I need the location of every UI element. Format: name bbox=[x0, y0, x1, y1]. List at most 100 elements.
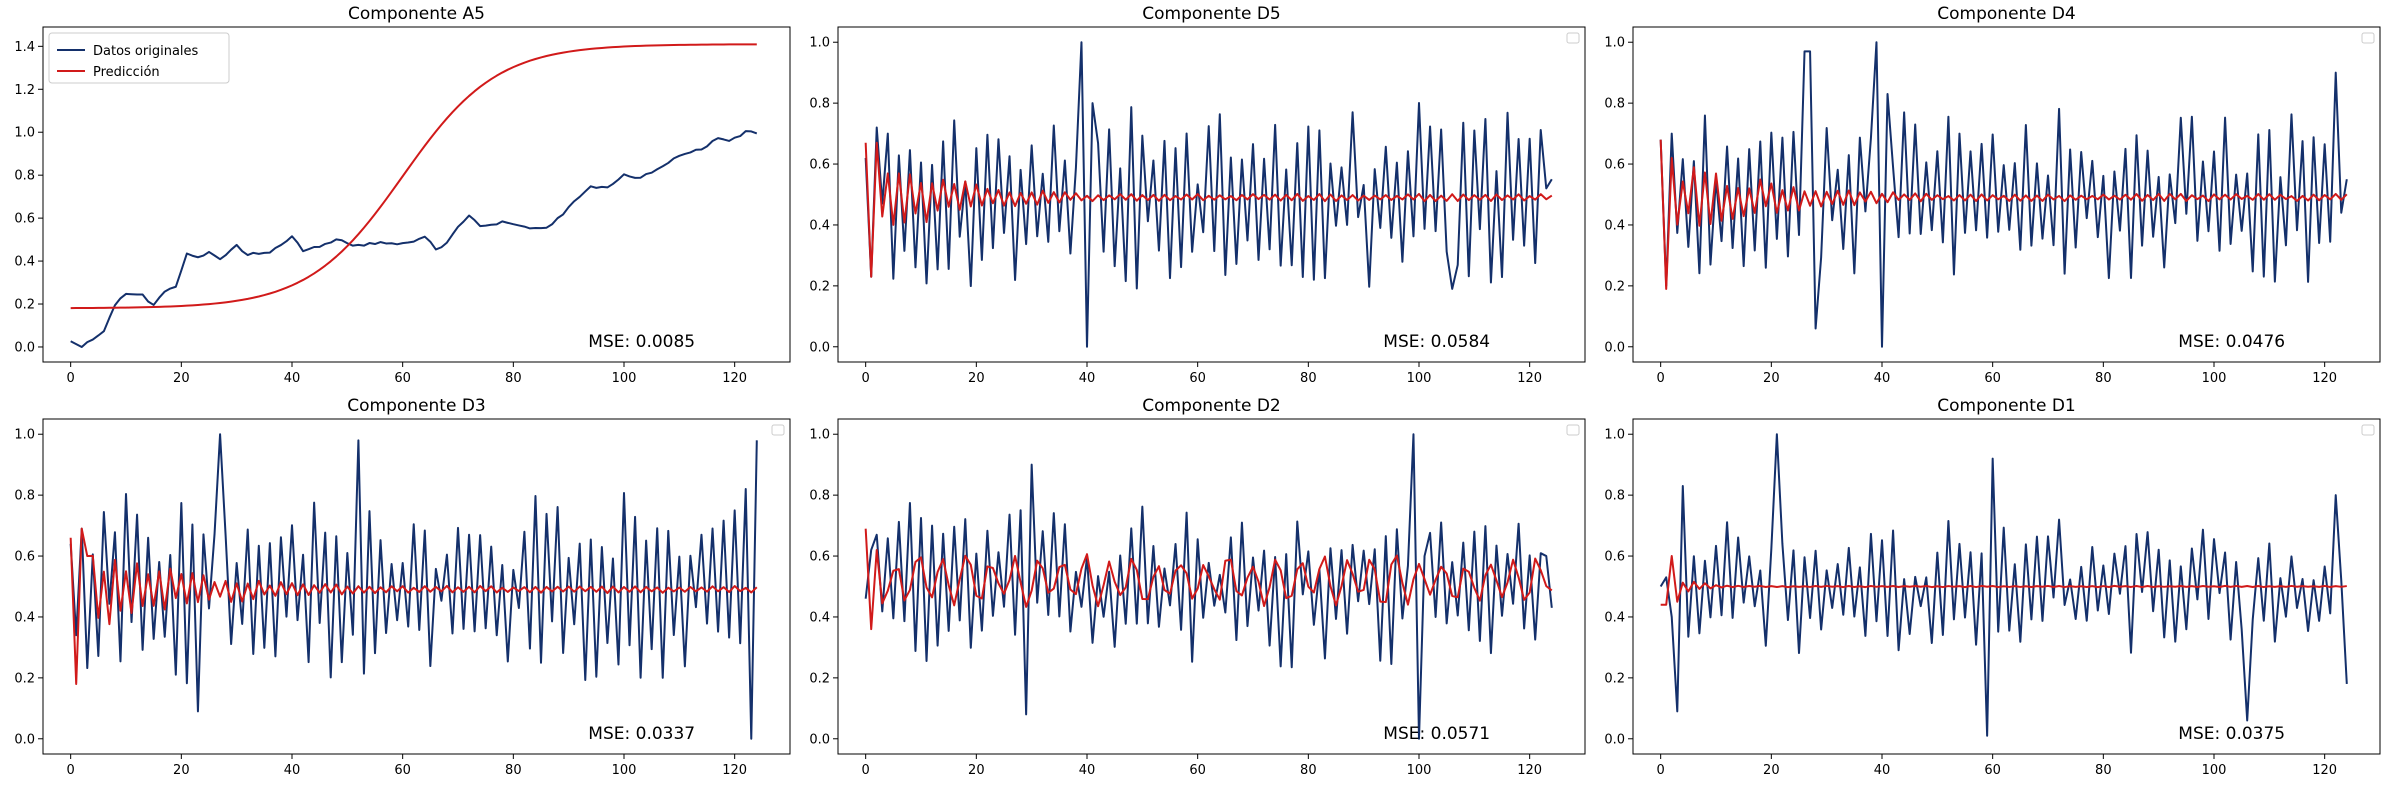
y-tick-label: 0.4 bbox=[14, 255, 35, 270]
legend-empty-box bbox=[1566, 32, 1580, 44]
legend-empty-box bbox=[771, 424, 785, 436]
legend-box bbox=[48, 32, 230, 84]
y-tick-label: 0.2 bbox=[1604, 279, 1625, 294]
series-line-prediction bbox=[864, 141, 1553, 278]
subplot-componente-d4: Componente D4 0 20 40 60 80 100 120 0.0 0.2 0.4 0.6… bbox=[1604, 4, 2381, 386]
axes-frame bbox=[1632, 418, 2381, 755]
y-tick-label: 0.8 bbox=[14, 169, 35, 184]
subplot-componente-d5: Componente D5 0 20 40 60 80 100 120 0.0 0.2 0.4 0.6… bbox=[809, 4, 1586, 386]
x-tick-label: 120 bbox=[722, 371, 747, 386]
x-tick-label: 120 bbox=[722, 763, 747, 778]
series-line-original bbox=[864, 41, 1553, 348]
x-tick-label: 20 bbox=[1763, 763, 1780, 778]
series-line-original bbox=[1659, 433, 2348, 737]
y-tick-label: 0.2 bbox=[1604, 671, 1625, 686]
x-tick-label: 120 bbox=[2312, 763, 2337, 778]
x-tick-label: 100 bbox=[612, 371, 637, 386]
y-tick-label: 1.0 bbox=[1604, 36, 1625, 51]
mse-annotation: MSE: 0.0085 bbox=[588, 332, 695, 352]
y-tick-label: 0.8 bbox=[1604, 97, 1625, 112]
subplot-componente-d3: Componente D3 0 20 40 60 80 100 120 0.0 0.2 0.4 0.6… bbox=[14, 396, 791, 778]
x-tick-label: 20 bbox=[173, 763, 190, 778]
y-tick-label: 1.0 bbox=[1604, 428, 1625, 443]
y-tick-label: 0.0 bbox=[809, 732, 830, 747]
subplot-componente-a5: Componente A5 0 20 40 60 80 100 120 0.0 0.2 0.4 0.6… bbox=[14, 4, 791, 386]
series-line-original bbox=[69, 433, 758, 740]
y-tick-label: 0.6 bbox=[809, 158, 830, 173]
x-tick-label: 60 bbox=[1984, 371, 2001, 386]
y-tick-label: 0.0 bbox=[14, 340, 35, 355]
x-tick-label: 40 bbox=[284, 371, 301, 386]
x-tick-label: 120 bbox=[2312, 371, 2337, 386]
x-tick-label: 120 bbox=[1517, 371, 1542, 386]
y-tick-label: 1.4 bbox=[14, 40, 35, 55]
mse-annotation: MSE: 0.0584 bbox=[1383, 332, 1490, 352]
legend-empty-box bbox=[2361, 32, 2375, 44]
x-tick-label: 20 bbox=[173, 371, 190, 386]
series-line-prediction bbox=[1660, 555, 2347, 606]
x-tick-label: 80 bbox=[1300, 371, 1317, 386]
y-tick-label: 0.4 bbox=[1604, 610, 1625, 625]
x-tick-label: 80 bbox=[505, 763, 522, 778]
x-tick-label: 80 bbox=[2095, 763, 2112, 778]
subplot-componente-d1: Componente D1 0 20 40 60 80 100 120 0.0 0.2 0.4 0.6… bbox=[1604, 396, 2381, 778]
y-tick-label: 0.6 bbox=[14, 212, 35, 227]
x-tick-label: 40 bbox=[1874, 763, 1891, 778]
y-tick-label: 0.0 bbox=[1604, 340, 1625, 355]
series-line-prediction bbox=[1659, 139, 2348, 290]
x-tick-label: 60 bbox=[1189, 371, 1206, 386]
axes-frame bbox=[837, 26, 1586, 363]
y-tick-label: 1.2 bbox=[14, 83, 35, 98]
x-tick-label: 100 bbox=[612, 763, 637, 778]
legend-label: Datos originales bbox=[93, 44, 199, 59]
series-line-prediction bbox=[69, 527, 758, 685]
x-tick-label: 80 bbox=[2095, 371, 2112, 386]
y-tick-label: 0.4 bbox=[14, 610, 35, 625]
y-tick-label: 0.6 bbox=[1604, 158, 1625, 173]
x-tick-label: 60 bbox=[394, 371, 411, 386]
legend: Datos originales Predicción bbox=[48, 32, 230, 84]
subplot-componente-d2: Componente D2 0 20 40 60 80 100 120 0.0 0.2 0.4 0.6… bbox=[809, 396, 1586, 778]
y-tick-label: 0.2 bbox=[14, 298, 35, 313]
chart-title: Componente D4 bbox=[1937, 4, 2075, 24]
x-tick-label: 0 bbox=[67, 371, 75, 386]
axes-frame bbox=[42, 26, 791, 363]
axes-frame bbox=[1632, 26, 2381, 363]
y-tick-label: 0.0 bbox=[14, 732, 35, 747]
axes-frame bbox=[837, 418, 1586, 755]
series-line-prediction bbox=[70, 43, 757, 310]
y-tick-label: 0.4 bbox=[1604, 218, 1625, 233]
x-tick-label: 0 bbox=[862, 763, 870, 778]
x-tick-label: 100 bbox=[1407, 371, 1432, 386]
axes-frame bbox=[42, 418, 791, 755]
x-tick-label: 0 bbox=[1657, 371, 1665, 386]
chart-title: Componente D3 bbox=[347, 396, 485, 416]
x-tick-label: 40 bbox=[1079, 763, 1096, 778]
chart-title: Componente D1 bbox=[1937, 396, 2075, 416]
y-tick-label: 0.0 bbox=[809, 340, 830, 355]
x-tick-label: 40 bbox=[1874, 371, 1891, 386]
x-tick-label: 80 bbox=[1300, 763, 1317, 778]
y-tick-label: 0.6 bbox=[809, 550, 830, 565]
x-tick-label: 80 bbox=[505, 371, 522, 386]
x-tick-label: 20 bbox=[968, 371, 985, 386]
x-tick-label: 100 bbox=[2202, 763, 2227, 778]
y-tick-label: 1.0 bbox=[809, 36, 830, 51]
x-tick-label: 60 bbox=[1189, 763, 1206, 778]
y-tick-label: 0.2 bbox=[809, 671, 830, 686]
mse-annotation: MSE: 0.0571 bbox=[1383, 724, 1490, 744]
x-tick-label: 100 bbox=[2202, 371, 2227, 386]
series-line-original bbox=[70, 130, 758, 348]
x-tick-label: 120 bbox=[1517, 763, 1542, 778]
chart-title: Componente D2 bbox=[1142, 396, 1280, 416]
mse-annotation: MSE: 0.0337 bbox=[588, 724, 695, 744]
x-tick-label: 20 bbox=[968, 763, 985, 778]
series-line-original bbox=[864, 433, 1553, 740]
x-tick-label: 100 bbox=[1407, 763, 1432, 778]
x-tick-label: 60 bbox=[394, 763, 411, 778]
mse-annotation: MSE: 0.0476 bbox=[2178, 332, 2285, 352]
y-tick-label: 0.8 bbox=[809, 97, 830, 112]
y-tick-label: 0.0 bbox=[1604, 732, 1625, 747]
x-tick-label: 60 bbox=[1984, 763, 2001, 778]
